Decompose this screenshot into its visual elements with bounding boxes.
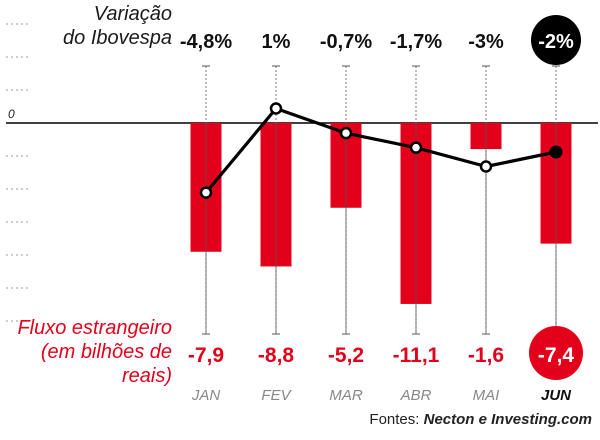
flow-value: -7,4 [538, 344, 575, 367]
highlight-circle-bottom [529, 326, 583, 380]
ibovespa-value: -2% [538, 31, 574, 53]
month-label: ABR [400, 387, 432, 404]
flow-label-line2: (em bilhões de reais) [40, 341, 172, 387]
month-label: JAN [191, 387, 221, 404]
ibovespa-line [204, 106, 557, 194]
source-names: Necton e Investing.com [423, 411, 592, 428]
ibovespa-label: Variação do Ibovespa [63, 2, 172, 50]
line-point [269, 102, 283, 115]
ibovespa-value: -0,7% [320, 31, 372, 53]
flow-value: -1,6 [468, 344, 504, 367]
ibovespa-value: -1,7% [390, 31, 442, 53]
ibovespa-label-line1: Variação [93, 3, 172, 25]
line-point [479, 160, 493, 173]
flow-value: -11,1 [393, 344, 440, 367]
flow-value: -5,2 [328, 344, 364, 367]
ibovespa-label-line2: do Ibovespa [63, 27, 172, 49]
source-note: Fontes: Necton e Investing.com [369, 411, 592, 428]
ibovespa-value: -4,8% [180, 31, 232, 53]
ibovespa-value: 1% [262, 31, 291, 53]
ibovespa-value: -3% [468, 31, 504, 53]
line-point [549, 145, 563, 159]
flow-value: -8,8 [258, 344, 295, 367]
line-point [199, 186, 213, 199]
flow-value: -7,9 [188, 344, 224, 367]
month-label: MAI [473, 387, 500, 404]
source-prefix: Fontes: [369, 411, 420, 428]
month-label: MAR [329, 387, 363, 404]
line-point [409, 141, 423, 154]
line-point [339, 126, 353, 140]
month-label: JUN [541, 387, 572, 404]
flow-label-line1: Fluxo estrangeiro [17, 317, 172, 339]
flow-label: Fluxo estrangeiro (em bilhões de reais) [0, 316, 172, 388]
highlight-circle-top [531, 15, 581, 65]
zero-label: 0 [8, 107, 15, 121]
month-label: FEV [261, 387, 292, 404]
